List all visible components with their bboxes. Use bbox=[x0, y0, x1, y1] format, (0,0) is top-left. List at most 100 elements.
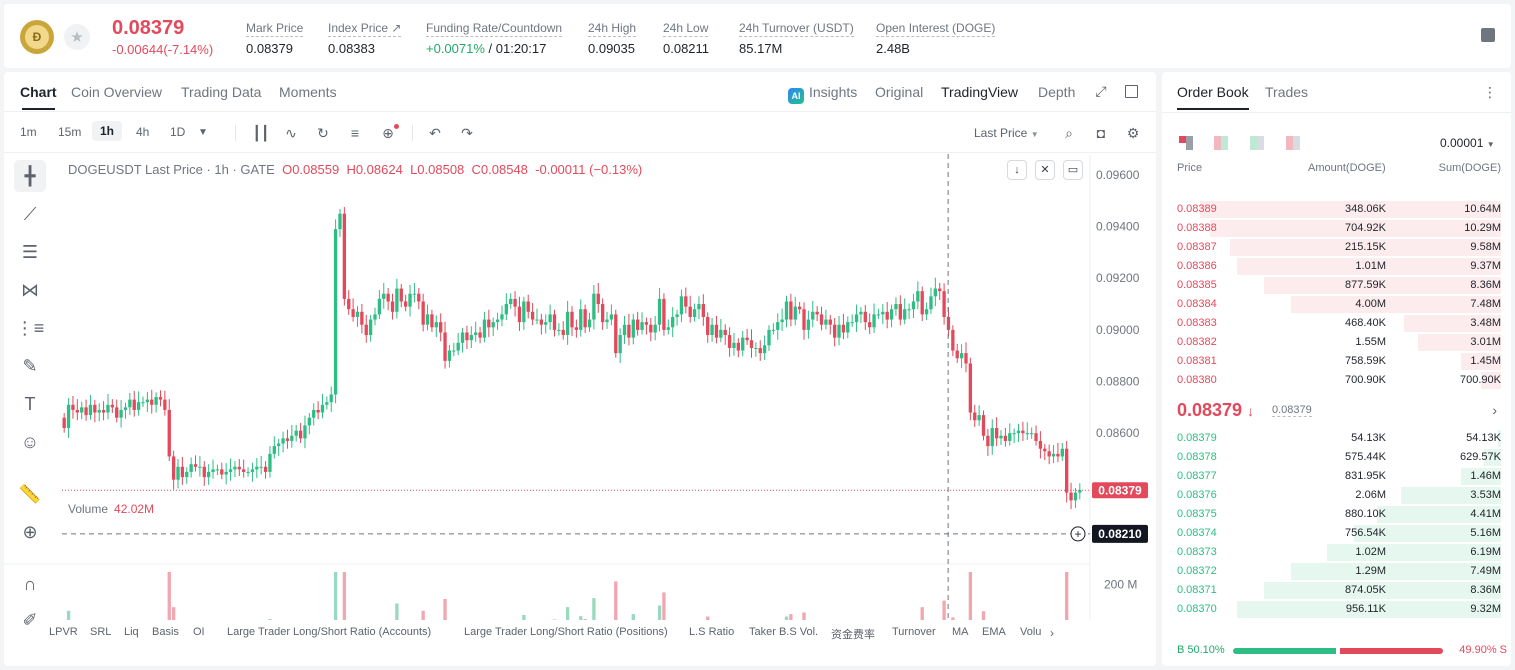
indicator-oi[interactable]: OI bbox=[193, 626, 205, 638]
search-icon[interactable]: ⌕ bbox=[1065, 125, 1073, 141]
indicators-icon[interactable]: ∿ bbox=[285, 125, 297, 141]
stat-label[interactable]: 24h Turnover (USDT) bbox=[739, 21, 854, 37]
brush-icon[interactable]: ✎ bbox=[22, 355, 38, 376]
indicator-lpvr[interactable]: LPVR bbox=[49, 626, 78, 638]
indicator-liq[interactable]: Liq bbox=[124, 626, 139, 638]
timeframe-4h[interactable]: 4h bbox=[136, 125, 150, 139]
redo-icon[interactable]: ↷ bbox=[461, 125, 473, 141]
compare-icon[interactable]: ↻ bbox=[317, 125, 329, 141]
templates-icon[interactable]: ≡ bbox=[350, 125, 360, 141]
ask-row[interactable]: 0.08380 700.90K 700.90K bbox=[1162, 371, 1511, 390]
tab-depth[interactable]: Depth bbox=[1038, 84, 1076, 100]
fullscreen-icon[interactable] bbox=[1125, 85, 1138, 98]
stat-label[interactable]: Open Interest (DOGE) bbox=[876, 21, 996, 37]
gear-icon[interactable]: ⚙ bbox=[1126, 125, 1140, 141]
maximize-icon[interactable]: ▭ bbox=[1063, 160, 1083, 180]
ask-row[interactable]: 0.08389 348.06K 10.64M bbox=[1162, 200, 1511, 219]
tab-original[interactable]: Original bbox=[875, 84, 924, 100]
tab-trading-data[interactable]: Trading Data bbox=[181, 84, 262, 100]
indicator-basis[interactable]: Basis bbox=[152, 626, 179, 638]
tab-moments[interactable]: Moments bbox=[279, 84, 337, 100]
ask-row[interactable]: 0.08384 4.00M 7.48M bbox=[1162, 295, 1511, 314]
indicator-srl[interactable]: SRL bbox=[90, 626, 112, 638]
camera-icon[interactable]: ◘ bbox=[1096, 125, 1106, 141]
chevron-right-icon[interactable]: › bbox=[1050, 626, 1054, 640]
ask-row[interactable]: 0.08387 215.15K 9.58M bbox=[1162, 238, 1511, 257]
tab-tradingview[interactable]: TradingView bbox=[941, 84, 1019, 100]
ask-row[interactable]: 0.08381 758.59K 1.45M bbox=[1162, 352, 1511, 371]
view-bids-icon[interactable] bbox=[1250, 136, 1266, 150]
undo-icon[interactable]: ↶ bbox=[429, 125, 441, 141]
bid-row[interactable]: 0.08379 54.13K 54.13K bbox=[1162, 429, 1511, 448]
indicator-ls-ratio[interactable]: L.S Ratio bbox=[689, 626, 735, 638]
volume-tick-label: 200 M bbox=[1104, 577, 1137, 591]
scroll-down-icon[interactable]: ↓ bbox=[1007, 160, 1027, 180]
indicator-large-trader-positions[interactable]: Large Trader Long/Short Ratio (Positions… bbox=[464, 626, 668, 638]
bid-row[interactable]: 0.08376 2.06M 3.53M bbox=[1162, 486, 1511, 505]
ask-row[interactable]: 0.08383 468.40K 3.48M bbox=[1162, 314, 1511, 333]
horizontal-lines-icon[interactable]: ☰ bbox=[21, 241, 39, 262]
star-icon[interactable]: ★ bbox=[64, 24, 90, 50]
ruler-icon[interactable]: 📏 bbox=[18, 483, 42, 504]
timeframe-1m[interactable]: 1m bbox=[20, 125, 37, 139]
collapse-icon[interactable]: ✕ bbox=[1035, 160, 1055, 180]
ask-row[interactable]: 0.08386 1.01M 9.37M bbox=[1162, 257, 1511, 276]
indicator-large-trader-accounts[interactable]: Large Trader Long/Short Ratio (Accounts) bbox=[227, 626, 432, 638]
notebook-icon[interactable] bbox=[1481, 28, 1495, 42]
bid-row[interactable]: 0.08372 1.29M 7.49M bbox=[1162, 562, 1511, 581]
timeframe-dropdown-icon[interactable]: ▼ bbox=[198, 127, 208, 138]
tab-coin-overview[interactable]: Coin Overview bbox=[71, 84, 163, 100]
timeframe-1d[interactable]: 1D bbox=[170, 125, 186, 139]
view-both-alt-icon[interactable] bbox=[1214, 136, 1230, 150]
mark-price[interactable]: 0.08379 bbox=[1272, 404, 1312, 417]
zoom-in-icon[interactable]: ⊕ bbox=[22, 521, 38, 542]
precision-select[interactable]: 0.00001 ▼ bbox=[1440, 136, 1495, 150]
price-chart[interactable]: 0.09600 0.09400 0.09200 0.09000 0.08800 0.086… bbox=[4, 154, 1156, 620]
insights-button[interactable]: AI Insights bbox=[788, 84, 857, 104]
price-source-select[interactable]: Last Price ▼ bbox=[974, 126, 1039, 140]
indicator-funding-rate[interactable]: 资金费率 bbox=[831, 629, 875, 641]
bid-row[interactable]: 0.08371 874.05K 8.36M bbox=[1162, 581, 1511, 600]
candle-body bbox=[88, 404, 93, 416]
trendline-icon[interactable]: ⟋ bbox=[23, 203, 37, 224]
text-tool-icon[interactable]: T bbox=[24, 393, 36, 414]
bid-row[interactable]: 0.08374 756.54K 5.16M bbox=[1162, 524, 1511, 543]
timeframe-1h[interactable]: 1h bbox=[92, 121, 123, 141]
bid-row[interactable]: 0.08375 880.10K 4.41M bbox=[1162, 505, 1511, 524]
ask-row[interactable]: 0.08385 877.59K 8.36M bbox=[1162, 276, 1511, 295]
view-asks-icon[interactable] bbox=[1286, 136, 1302, 150]
candle-body bbox=[1065, 448, 1069, 493]
tab-trades[interactable]: Trades bbox=[1265, 84, 1309, 100]
expand-icon[interactable]: ⤢ bbox=[1095, 83, 1107, 99]
stat-label[interactable]: Funding Rate/Countdown bbox=[426, 21, 563, 37]
indicator-volume[interactable]: Volu bbox=[1020, 626, 1042, 638]
emoji-icon[interactable]: ☺ bbox=[20, 431, 40, 452]
crosshair-icon[interactable]: ╋ bbox=[14, 160, 46, 192]
indicator-ema[interactable]: EMA bbox=[982, 626, 1006, 638]
indicator-taker-vol[interactable]: Taker B.S Vol. bbox=[749, 626, 819, 638]
bid-row[interactable]: 0.08377 831.95K 1.46M bbox=[1162, 467, 1511, 486]
more-icon[interactable]: ⋮ bbox=[1483, 84, 1497, 100]
candle-type-icon[interactable]: ┃┃ bbox=[252, 125, 270, 141]
candle-body bbox=[491, 322, 495, 328]
bid-row[interactable]: 0.08378 575.44K 629.57K bbox=[1162, 448, 1511, 467]
candle-body bbox=[320, 404, 325, 413]
ask-row[interactable]: 0.08388 704.92K 10.29M bbox=[1162, 219, 1511, 238]
stat-label[interactable]: Mark Price bbox=[246, 21, 304, 37]
indicator-ma[interactable]: MA bbox=[952, 626, 969, 638]
magnet-icon[interactable]: ∩ bbox=[23, 573, 37, 594]
ask-row[interactable]: 0.08382 1.55M 3.01M bbox=[1162, 333, 1511, 352]
chevron-right-icon[interactable]: › bbox=[1492, 402, 1497, 418]
fib-icon[interactable]: ⋮≡ bbox=[15, 317, 45, 338]
tab-order-book[interactable]: Order Book bbox=[1177, 84, 1249, 110]
pencil-lock-icon[interactable]: ✐ bbox=[22, 609, 38, 630]
indicator-turnover[interactable]: Turnover bbox=[892, 626, 936, 638]
bid-row[interactable]: 0.08370 956.11K 9.32M bbox=[1162, 600, 1511, 619]
tab-chart[interactable]: Chart bbox=[20, 84, 57, 110]
view-both-icon[interactable] bbox=[1179, 136, 1195, 150]
pattern-icon[interactable]: ⋈ bbox=[21, 279, 39, 300]
timeframe-15m[interactable]: 15m bbox=[58, 125, 82, 139]
stat-label[interactable]: Index Price ↗ bbox=[328, 21, 402, 37]
bid-row[interactable]: 0.08373 1.02M 6.19M bbox=[1162, 543, 1511, 562]
add-alert-icon[interactable]: ⊕ bbox=[379, 124, 399, 142]
